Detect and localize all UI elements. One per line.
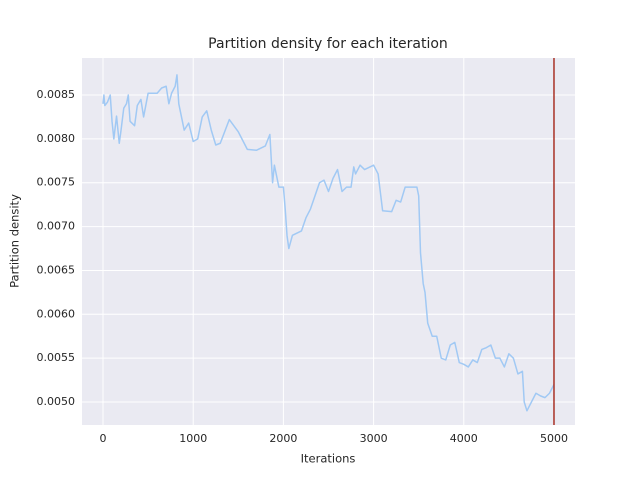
x-tick-label: 2000 (269, 432, 297, 445)
y-tick-label: 0.0080 (37, 132, 76, 145)
y-tick-label: 0.0050 (37, 395, 76, 408)
y-tick-label: 0.0055 (37, 351, 76, 364)
y-tick-label: 0.0075 (37, 176, 76, 189)
y-tick-label: 0.0065 (37, 263, 76, 276)
x-axis-label: Iterations (301, 452, 356, 466)
x-tick-label: 4000 (450, 432, 478, 445)
x-tick-label: 5000 (540, 432, 568, 445)
y-tick-label: 0.0060 (37, 307, 76, 320)
x-tick-label: 3000 (360, 432, 388, 445)
y-tick-label: 0.0085 (37, 88, 76, 101)
y-tick-label: 0.0070 (37, 220, 76, 233)
plot-area (82, 58, 575, 425)
y-axis-label: Partition density (8, 194, 22, 288)
chart-title: Partition density for each iteration (208, 36, 448, 52)
x-tick-label: 0 (100, 432, 107, 445)
x-tick-label: 1000 (179, 432, 207, 445)
data-line (102, 74, 555, 412)
